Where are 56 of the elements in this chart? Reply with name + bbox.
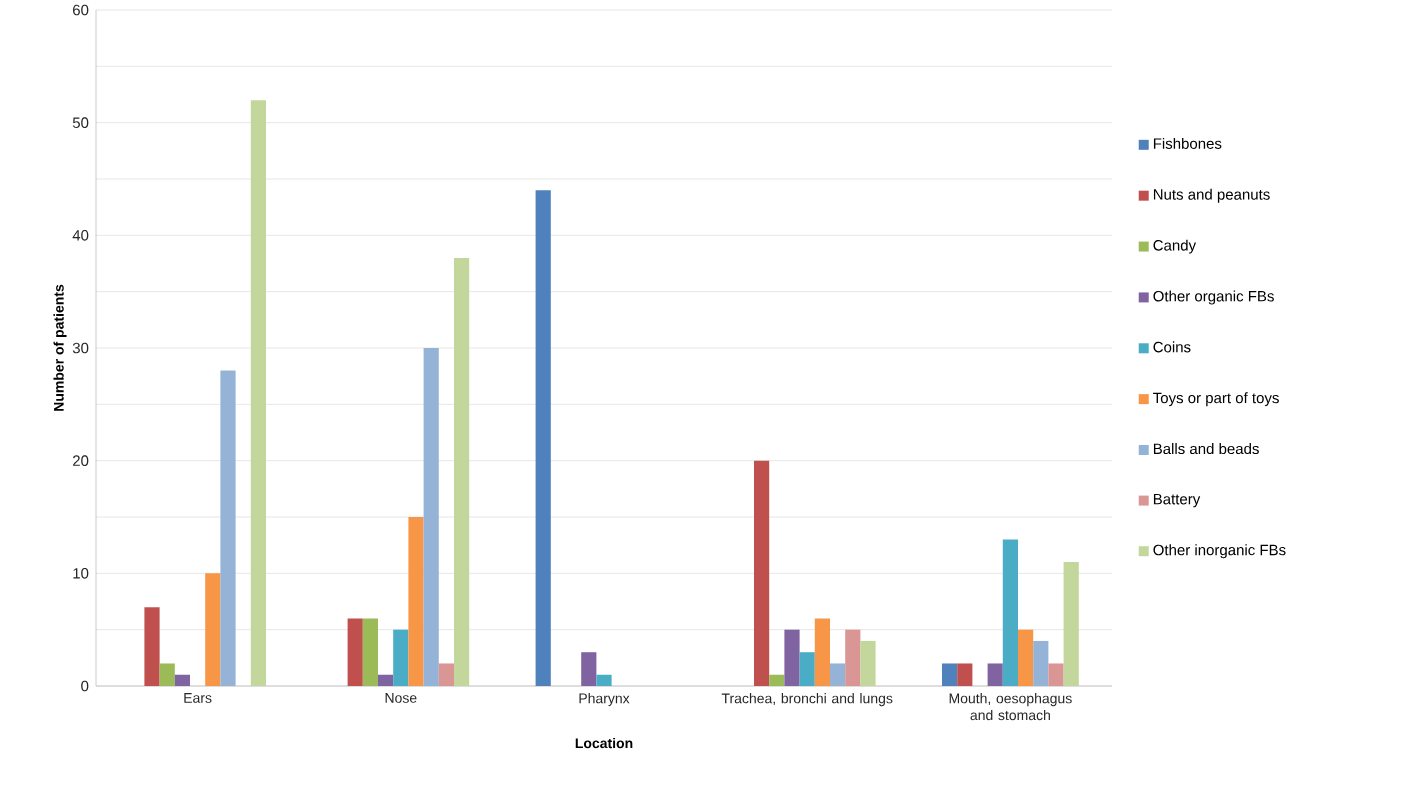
bar	[830, 663, 846, 686]
bar	[454, 257, 470, 686]
bar	[535, 190, 551, 686]
bar	[814, 618, 830, 686]
x-axis-title: Location	[575, 737, 633, 749]
legend-label: Other inorganic FBs	[1153, 544, 1286, 559]
bar	[596, 674, 612, 686]
x-tick-label: Nose	[385, 693, 417, 703]
bar	[799, 652, 815, 686]
y-axis-title: Number of patients	[53, 284, 67, 411]
bar	[378, 674, 394, 686]
y-tick-label: 60	[73, 4, 89, 16]
bar	[144, 607, 160, 686]
bar	[1033, 640, 1049, 686]
bar	[250, 100, 266, 686]
bar	[581, 652, 597, 686]
legend-label: Battery	[1153, 493, 1201, 508]
legend-label: Fishbones	[1153, 137, 1222, 149]
x-tick-label: Pharynx	[579, 693, 630, 707]
bar	[1063, 562, 1079, 686]
y-tick-label: 40	[72, 230, 89, 241]
y-tick-label: 20	[73, 455, 89, 466]
y-tick-label: 10	[73, 568, 89, 579]
bar	[860, 640, 876, 686]
bar	[347, 618, 363, 686]
bar	[438, 663, 454, 686]
legend-label: Nuts and peanuts	[1153, 188, 1270, 203]
bar	[159, 663, 175, 686]
bar	[784, 629, 800, 686]
legend-label: Other organic FBs	[1153, 290, 1274, 305]
bar	[754, 460, 770, 686]
bar	[362, 618, 378, 686]
bar	[408, 517, 424, 686]
bar	[174, 674, 190, 686]
x-tick-label: Mouth, oesophagus and stomach	[949, 693, 1072, 721]
y-tick-label: 0	[81, 680, 89, 692]
bar	[1002, 539, 1018, 686]
legend-label: Candy	[1153, 239, 1197, 254]
bar	[942, 663, 958, 686]
bar	[957, 663, 973, 686]
bar	[423, 348, 439, 686]
bar	[220, 370, 236, 686]
bar	[769, 674, 785, 686]
bar	[1048, 663, 1064, 686]
x-tick-label: Ears	[184, 693, 212, 703]
y-tick-label: 30	[72, 342, 89, 354]
bar	[845, 629, 861, 686]
bar	[205, 573, 221, 686]
x-tick-label: Trachea, bronchi and lungs	[721, 693, 893, 707]
legend-label: Toys or part of toys	[1153, 392, 1279, 407]
legend-label: Coins	[1153, 341, 1191, 353]
y-tick-label: 50	[72, 117, 89, 128]
bar	[987, 663, 1003, 686]
bar	[393, 629, 409, 686]
bar	[1018, 629, 1034, 686]
legend-label: Balls and beads	[1153, 443, 1259, 455]
